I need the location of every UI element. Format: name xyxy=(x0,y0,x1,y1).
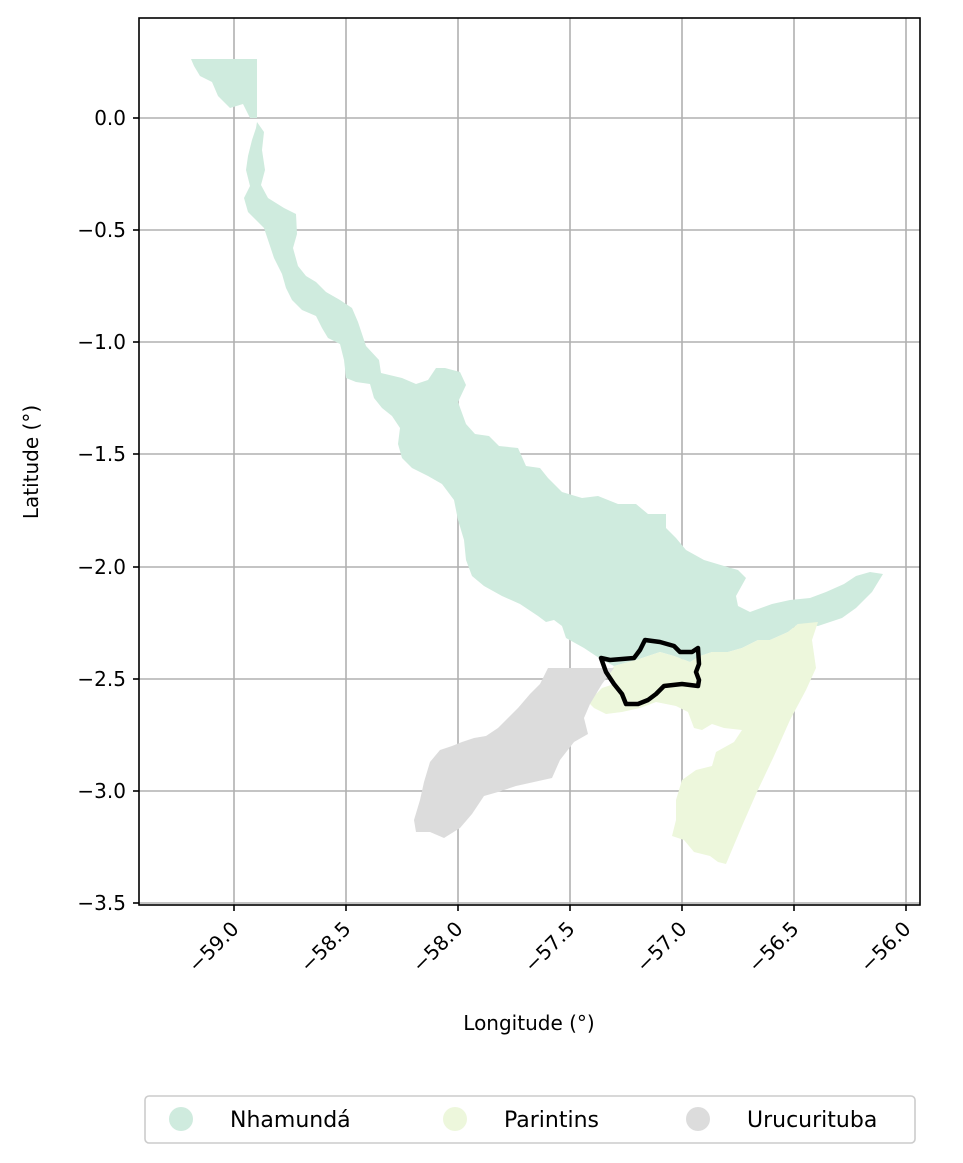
legend-item-parintins: Parintins xyxy=(443,1107,599,1133)
highlight-outline xyxy=(598,637,702,707)
y-tick-label: −2.5 xyxy=(77,667,126,691)
y-axis-label: Latitude (°) xyxy=(19,405,43,519)
x-tick-label: −58.0 xyxy=(407,917,467,977)
y-tick-label: −0.5 xyxy=(77,218,126,242)
legend-label-urucurituba: Urucurituba xyxy=(747,1108,877,1133)
y-tick-label: −1.0 xyxy=(77,330,126,354)
legend: Nhamundá Parintins Urucurituba xyxy=(144,1095,916,1144)
region-urucurituba xyxy=(414,668,614,838)
x-axis-label: Longitude (°) xyxy=(463,1011,594,1035)
x-tick-label: −57.5 xyxy=(519,917,579,977)
x-tick-label: −56.5 xyxy=(743,917,803,977)
legend-box xyxy=(144,1095,916,1144)
region-parintins xyxy=(588,622,818,864)
x-tick-marks xyxy=(233,905,907,911)
legend-label-nhamunda: Nhamundá xyxy=(230,1108,351,1133)
y-tick-label: −2.0 xyxy=(77,555,126,579)
legend-marker-nhamunda xyxy=(169,1107,193,1131)
x-tick-label: −58.5 xyxy=(295,917,355,977)
y-tick-label: −3.0 xyxy=(77,779,126,803)
y-tick-marks xyxy=(133,117,139,904)
y-tick-label: −1.5 xyxy=(77,442,126,466)
plot-frame xyxy=(138,17,921,906)
x-tick-labels: −59.0 −58.5 −58.0 −57.5 −57.0 −56.5 −56.… xyxy=(183,917,915,977)
y-tick-label: −3.5 xyxy=(77,891,126,915)
legend-marker-parintins xyxy=(443,1107,467,1131)
y-tick-labels: 0.0 −0.5 −1.0 −1.5 −2.0 −2.5 −3.0 −3.5 xyxy=(77,106,126,915)
y-tick-label: 0.0 xyxy=(94,106,126,130)
legend-item-urucurituba: Urucurituba xyxy=(686,1107,877,1133)
legend-item-nhamunda: Nhamundá xyxy=(169,1107,351,1133)
x-tick-label: −56.0 xyxy=(855,917,915,977)
legend-label-parintins: Parintins xyxy=(504,1108,599,1133)
region-nhamunda xyxy=(191,59,883,666)
legend-marker-urucurituba xyxy=(686,1107,710,1131)
x-tick-label: −57.0 xyxy=(631,917,691,977)
x-tick-label: −59.0 xyxy=(183,917,243,977)
